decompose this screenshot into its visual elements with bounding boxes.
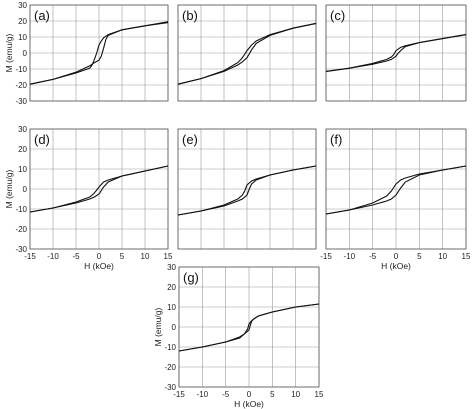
x-tick-label: -15	[24, 252, 36, 261]
x-tick-label: 10	[291, 390, 300, 399]
x-axis-label: H (kOe)	[84, 261, 114, 271]
y-tick-label: -30	[15, 97, 27, 106]
plot-frame	[325, 128, 467, 250]
x-tick-label: -10	[344, 252, 356, 261]
plot-frame	[178, 266, 320, 388]
y-tick-label: -10	[164, 343, 176, 352]
y-tick-label: -20	[15, 81, 27, 90]
y-tick-label: 20	[167, 283, 176, 292]
hysteresis-branch-2	[325, 34, 467, 72]
hysteresis-branch-1	[325, 165, 467, 215]
panel-g: (g) -30 -20 -10 0 10 20 30 M (emu/g) -15 -10 -5 0 5 10…	[153, 263, 324, 409]
shared-x-axis: -15 -10 -5 0 5 10 15 H (kOe)	[24, 252, 173, 271]
panel-label: (c)	[330, 8, 345, 23]
plot-frame	[177, 128, 317, 250]
plot-frame	[29, 128, 169, 250]
x-axis-label: H (kOe)	[381, 261, 411, 271]
y-tick-label: 10	[18, 165, 27, 174]
plot-frame	[177, 4, 317, 102]
shared-x-axis: -15 -10 -5 0 5 10 15 H (kOe)	[320, 252, 471, 271]
x-tick-label: 10	[438, 252, 447, 261]
y-tick-label: 10	[167, 303, 176, 312]
panel-c: (c)	[325, 4, 467, 102]
panel-a: (a) -30 -20 -10 0 10 20 30 M (emu/g)	[4, 1, 169, 106]
panel-f: (f)	[325, 128, 467, 250]
y-tick-label: -20	[164, 363, 176, 372]
panel-label: (a)	[34, 8, 50, 23]
x-axis-label: H (kOe)	[234, 399, 264, 409]
x-tick-label: 5	[120, 252, 125, 261]
y-tick-label: 20	[18, 145, 27, 154]
x-tick-label: -5	[369, 252, 377, 261]
y-tick-label: -20	[15, 225, 27, 234]
y-tick-label: -10	[15, 65, 27, 74]
x-tick-label: 0	[247, 390, 252, 399]
y-axis-label: M (emu/g)	[4, 33, 14, 72]
x-tick-label: 15	[315, 390, 324, 399]
y-tick-label: 0	[172, 323, 177, 332]
y-tick-label: 20	[18, 17, 27, 26]
y-tick-label: -10	[15, 205, 27, 214]
x-tick-label: 0	[394, 252, 399, 261]
plot-frame	[325, 4, 467, 102]
y-axis-label: M (emu/g)	[4, 169, 14, 208]
y-axis-label: M (emu/g)	[153, 307, 163, 346]
y-tick-label: 30	[18, 1, 27, 10]
panel-label: (f)	[330, 132, 342, 147]
x-tick-label: -10	[47, 252, 59, 261]
x-tick-label: -10	[197, 390, 209, 399]
y-tick-label: -30	[164, 383, 176, 392]
panel-label: (e)	[182, 132, 198, 147]
panel-e: (e)	[177, 128, 317, 250]
x-tick-label: -15	[320, 252, 332, 261]
x-tick-label: -5	[72, 252, 80, 261]
y-tick-label: -30	[15, 245, 27, 254]
hysteresis-branch-2	[177, 22, 317, 85]
x-tick-label: 0	[97, 252, 102, 261]
hysteresis-branch-2	[29, 165, 169, 213]
panel-label: (d)	[34, 132, 50, 147]
panel-label: (b)	[182, 8, 198, 23]
y-tick-label: 0	[23, 185, 28, 194]
panel-d: (d) -30 -20 -10 0 10 20 30 M (emu/g)	[4, 125, 169, 254]
hysteresis-branch-2	[177, 165, 317, 216]
panel-b: (b)	[177, 4, 317, 102]
x-tick-label: 15	[164, 252, 173, 261]
x-tick-label: -5	[222, 390, 230, 399]
y-tick-label: 30	[167, 263, 176, 272]
y-tick-label: 10	[18, 33, 27, 42]
x-tick-label: 5	[417, 252, 422, 261]
x-tick-label: 15	[462, 252, 471, 261]
x-tick-label: -15	[173, 390, 185, 399]
y-tick-label: 0	[23, 49, 28, 58]
x-tick-label: 5	[270, 390, 275, 399]
x-tick-label: 10	[141, 252, 150, 261]
hysteresis-branch-2	[29, 21, 169, 85]
plot-frame	[29, 4, 169, 102]
hysteresis-branch-2	[178, 303, 320, 352]
y-tick-label: 30	[18, 125, 27, 134]
hysteresis-branch-2	[325, 165, 467, 215]
panel-label: (g)	[183, 270, 199, 285]
